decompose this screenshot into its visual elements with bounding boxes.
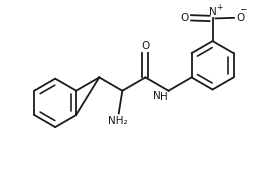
Text: −: −: [239, 4, 247, 13]
Text: H: H: [160, 92, 167, 102]
Text: O: O: [236, 13, 245, 23]
Text: NH₂: NH₂: [108, 116, 127, 126]
Text: O: O: [180, 13, 189, 23]
Text: N: N: [209, 7, 216, 17]
Text: N: N: [153, 91, 161, 101]
Text: O: O: [141, 41, 150, 51]
Text: +: +: [216, 3, 222, 12]
